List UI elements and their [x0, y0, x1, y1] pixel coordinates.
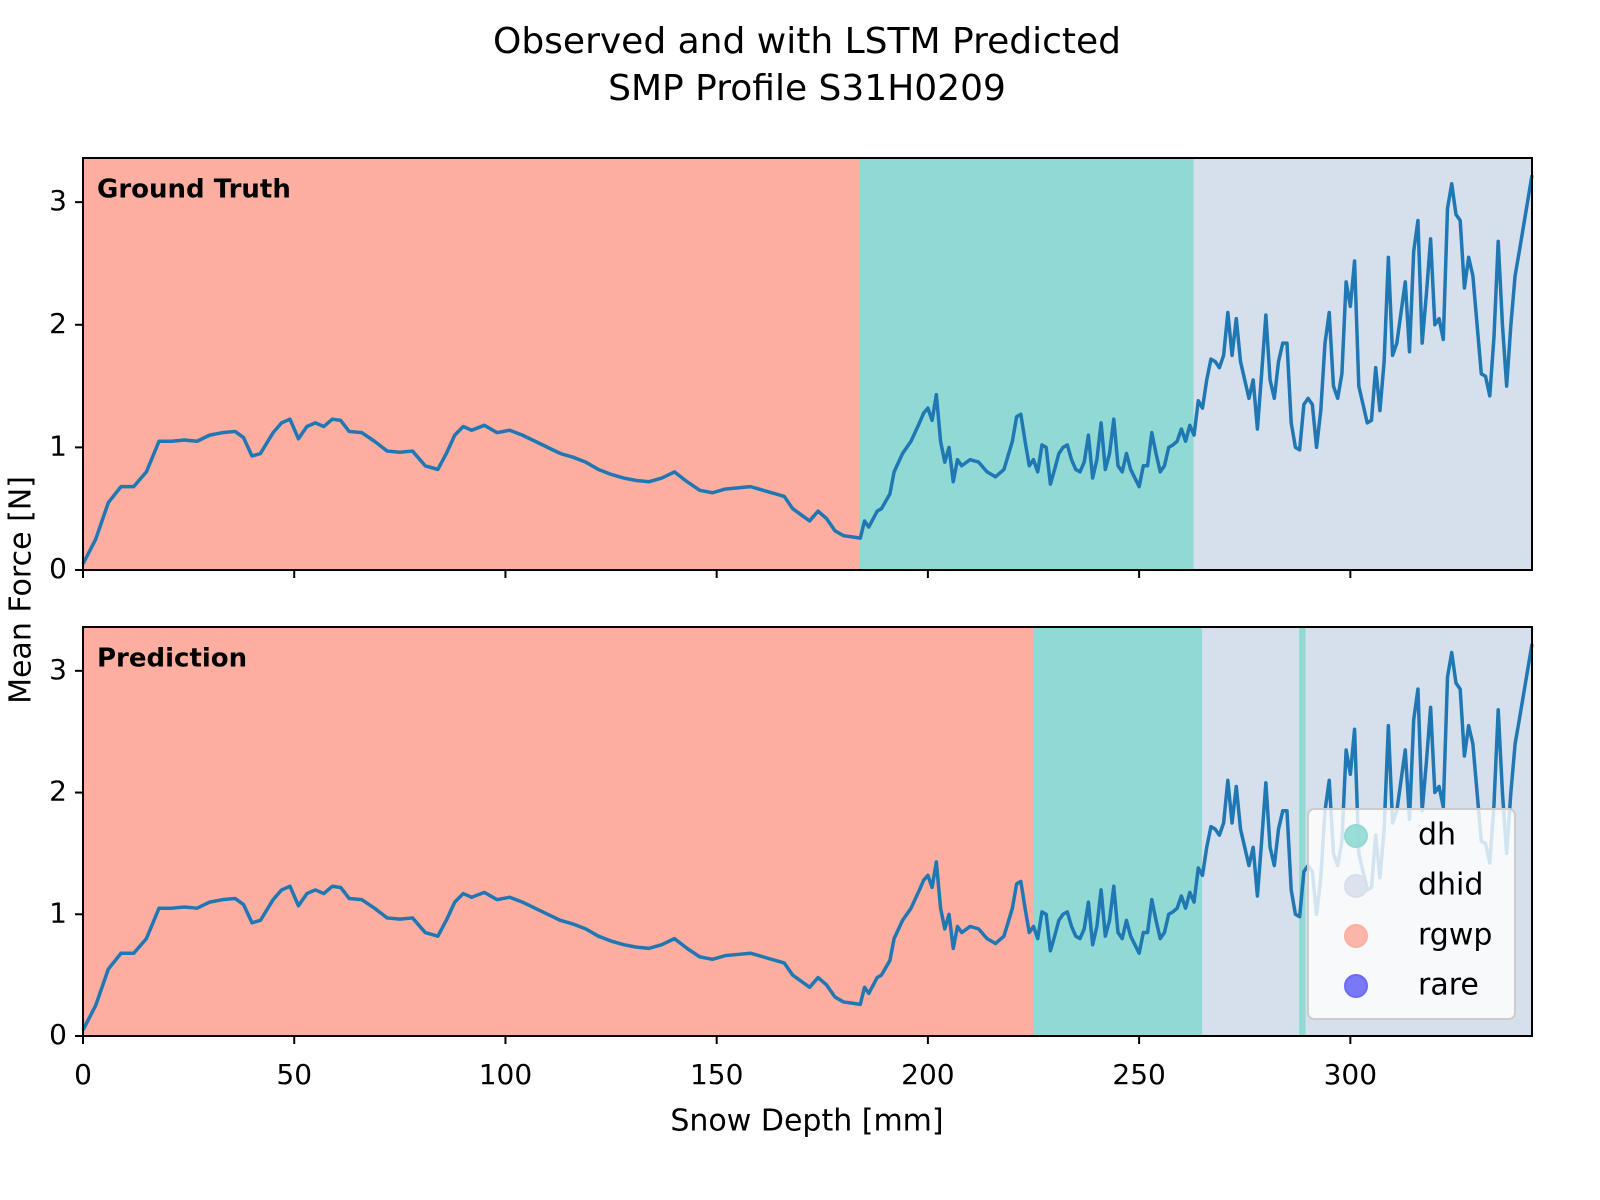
y-tick-label: 0 [49, 552, 67, 585]
y-tick-label: 2 [49, 775, 67, 808]
panel-label: Ground Truth [97, 175, 291, 205]
legend-marker [1344, 924, 1368, 948]
legend-marker [1344, 824, 1368, 848]
legend-label: dhid [1418, 868, 1483, 903]
panel-label: Prediction [97, 644, 247, 674]
chart-title: Observed and with LSTM Predicted [493, 21, 1121, 62]
x-tick-label: 150 [690, 1058, 743, 1091]
axes-frame [82, 626, 1533, 1037]
x-tick-label: 0 [74, 1058, 92, 1091]
y-tick-label: 1 [49, 429, 67, 462]
y-tick-label: 1 [49, 896, 67, 929]
class-segment [1033, 626, 1203, 1037]
x-tick-label: 250 [1112, 1058, 1165, 1091]
x-tick-label: 300 [1324, 1058, 1377, 1091]
x-tick-label: 50 [276, 1058, 312, 1091]
x-tick-label: 100 [479, 1058, 532, 1091]
y-tick-label: 0 [49, 1018, 67, 1051]
y-axis-label: Mean Force [N] [4, 476, 39, 704]
x-axis-label: Snow Depth [mm] [670, 1104, 943, 1139]
legend-box [1307, 808, 1516, 1020]
class-segment [1193, 157, 1533, 571]
legend-marker [1344, 874, 1368, 898]
y-tick-label: 3 [49, 184, 67, 217]
axes-frame [82, 157, 1533, 571]
y-tick-label: 2 [49, 307, 67, 340]
legend-label: dh [1418, 818, 1456, 853]
class-segment [859, 157, 1195, 571]
class-segment [82, 626, 1035, 1037]
legend-label: rgwp [1418, 918, 1492, 953]
x-tick-label: 200 [901, 1058, 954, 1091]
force-line [81, 174, 1534, 565]
chart-subtitle: SMP Profile S31H0209 [608, 68, 1006, 109]
legend-label: rare [1418, 968, 1479, 1003]
legend-marker [1344, 974, 1368, 998]
class-segment [1299, 626, 1307, 1037]
y-tick-label: 3 [49, 653, 67, 686]
class-segment [82, 157, 861, 571]
